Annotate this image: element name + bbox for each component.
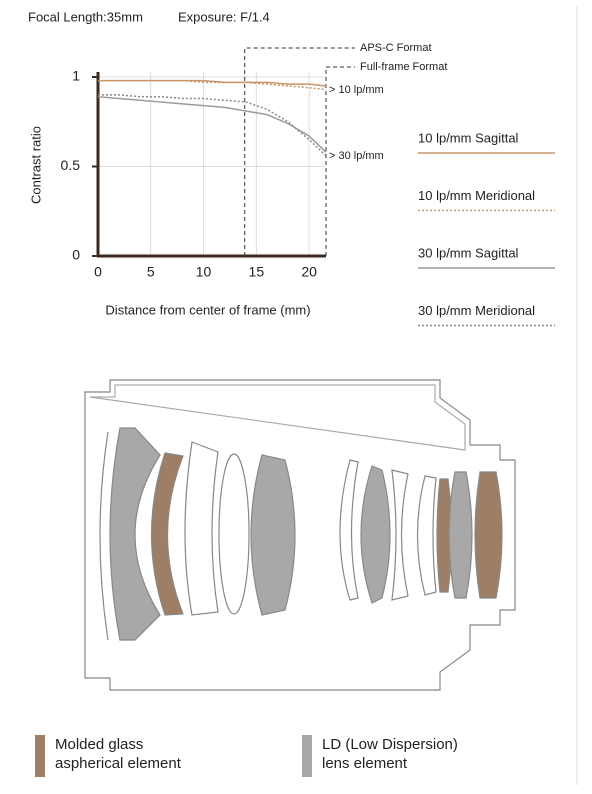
- format-marker: [325, 66, 355, 256]
- lens-element: [391, 469, 409, 601]
- series-line: [98, 79, 327, 87]
- lens-barrel-inner: [89, 384, 466, 451]
- legend-label: 10 lp/mm Meridional: [418, 188, 535, 203]
- lens-element: [360, 465, 391, 604]
- x-tick-label: 20: [301, 264, 317, 280]
- legend-label: aspherical element: [55, 755, 182, 772]
- lens-element: [448, 471, 473, 599]
- annotation: > 10 lp/mm: [329, 84, 384, 96]
- lens-element: [184, 441, 219, 616]
- legend-label: 10 lp/mm Sagittal: [418, 130, 519, 145]
- exposure: Exposure: F/1.4: [178, 9, 270, 24]
- x-tick-label: 5: [147, 264, 155, 280]
- x-tick-label: 10: [196, 264, 212, 280]
- legend-label: 30 lp/mm Meridional: [418, 303, 535, 318]
- format-marker: [244, 47, 355, 256]
- legend-label: LD (Low Dispersion): [322, 736, 458, 753]
- lens-diagram: [84, 379, 516, 691]
- lens-barrel: [84, 379, 516, 691]
- focal-length: Focal Length:35mm: [28, 9, 143, 24]
- series-line: [98, 94, 327, 157]
- lens-element: [416, 475, 437, 596]
- legend-swatch: [35, 735, 45, 777]
- legend-label: lens element: [322, 755, 408, 772]
- format-label: APS-C Format: [360, 42, 432, 54]
- legend-swatch: [302, 735, 312, 777]
- legend-label: 30 lp/mm Sagittal: [418, 245, 519, 260]
- lens-element: [150, 452, 184, 616]
- annotation: > 30 lp/mm: [329, 150, 384, 162]
- series-line: [98, 79, 327, 91]
- x-axis-label: Distance from center of frame (mm): [105, 302, 310, 317]
- y-axis-label: Contrast ratio: [28, 126, 43, 204]
- lens-element: [109, 427, 161, 641]
- lens-front: [99, 431, 109, 641]
- lens-element: [218, 453, 250, 615]
- legend-label: Molded glass: [55, 736, 143, 753]
- x-tick-label: 15: [249, 264, 265, 280]
- y-tick-label: 1: [72, 68, 80, 84]
- format-label: Full-frame Format: [360, 61, 447, 73]
- lens-element: [339, 459, 359, 601]
- lens-element: [250, 454, 296, 616]
- y-tick-label: 0: [72, 247, 80, 263]
- lens-element: [474, 471, 503, 599]
- y-tick-label: 0.5: [61, 157, 81, 173]
- series-line: [97, 95, 327, 153]
- x-tick-label: 0: [94, 264, 102, 280]
